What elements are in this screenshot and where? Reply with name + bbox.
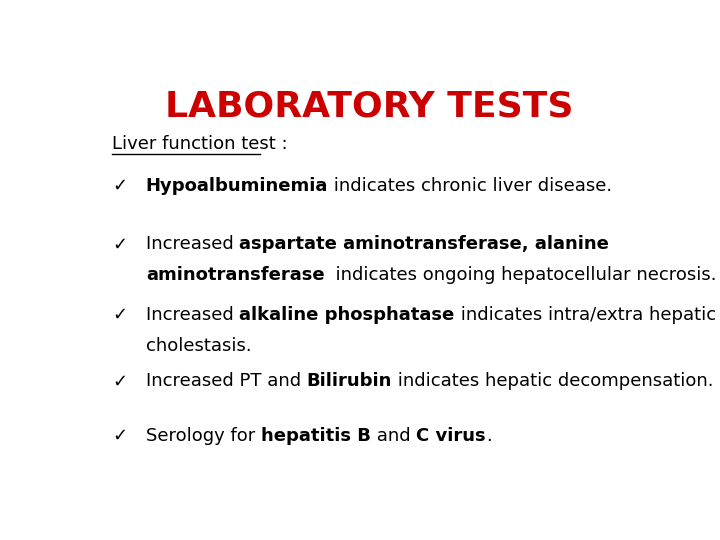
Text: hepatitis B: hepatitis B: [261, 427, 371, 444]
Text: and: and: [371, 427, 416, 444]
Text: Serology for: Serology for: [145, 427, 261, 444]
Text: LABORATORY TESTS: LABORATORY TESTS: [165, 90, 573, 124]
Text: indicates intra/extra hepatic: indicates intra/extra hepatic: [454, 306, 716, 324]
Text: cholestasis.: cholestasis.: [145, 337, 251, 355]
Text: ✓: ✓: [112, 427, 127, 444]
Text: aminotransferase: aminotransferase: [145, 266, 325, 285]
Text: alkaline phosphatase: alkaline phosphatase: [239, 306, 454, 324]
Text: Bilirubin: Bilirubin: [307, 373, 392, 390]
Text: indicates hepatic decompensation.: indicates hepatic decompensation.: [392, 373, 714, 390]
Text: aspartate aminotransferase, alanine: aspartate aminotransferase, alanine: [239, 235, 609, 253]
Text: ✓: ✓: [112, 306, 127, 324]
Text: Hypoalbuminemia: Hypoalbuminemia: [145, 177, 328, 195]
Text: indicates chronic liver disease.: indicates chronic liver disease.: [328, 177, 612, 195]
Text: .: .: [486, 427, 492, 444]
Text: C virus: C virus: [416, 427, 486, 444]
Text: Increased PT and: Increased PT and: [145, 373, 307, 390]
Text: Liver function test :: Liver function test :: [112, 136, 288, 153]
Text: ✓: ✓: [112, 235, 127, 253]
Text: Increased: Increased: [145, 306, 239, 324]
Text: Increased: Increased: [145, 235, 239, 253]
Text: ✓: ✓: [112, 373, 127, 390]
Text: ✓: ✓: [112, 177, 127, 195]
Text: indicates ongoing hepatocellular necrosis.: indicates ongoing hepatocellular necrosi…: [325, 266, 717, 285]
